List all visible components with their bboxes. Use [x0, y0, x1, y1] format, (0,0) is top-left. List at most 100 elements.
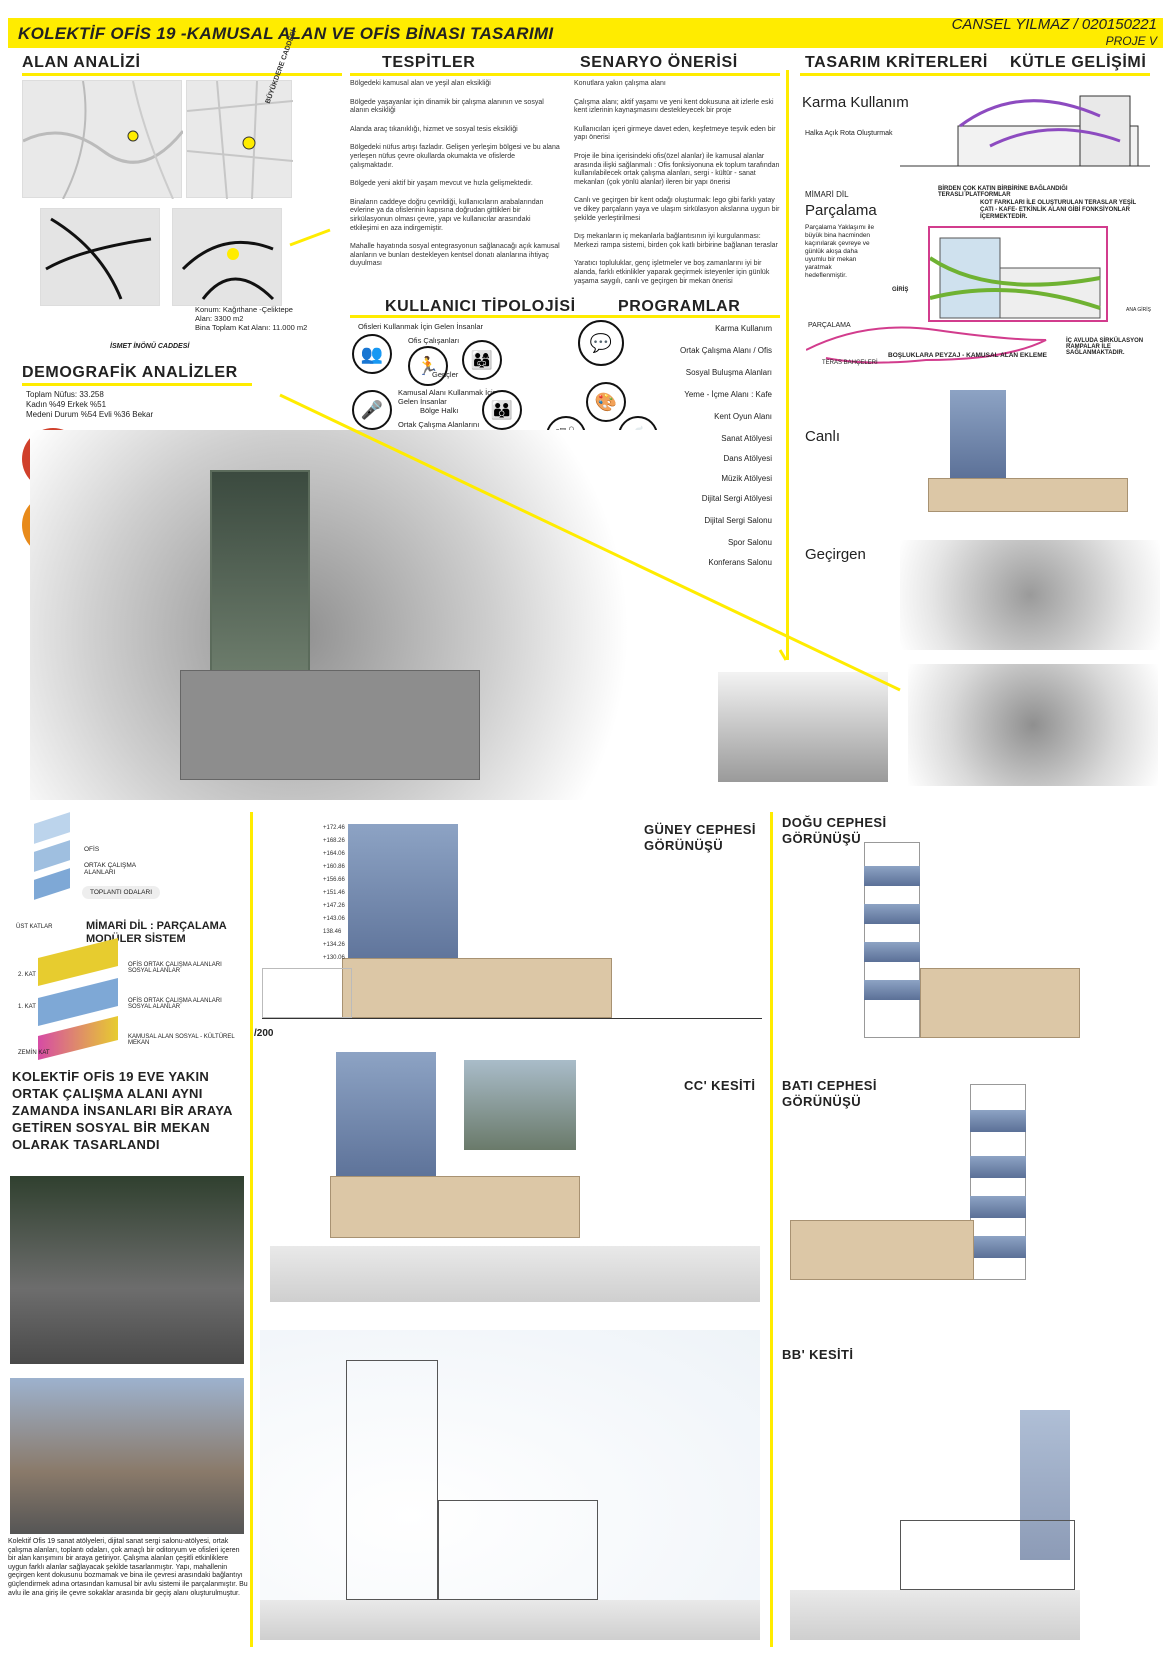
- program-item: Kent Oyun Alanı: [714, 412, 772, 421]
- street-render: [10, 1378, 244, 1534]
- program-item: Ortak Çalışma Alanı / Ofis: [679, 346, 772, 355]
- neighbour-building: [262, 968, 352, 1018]
- summary-statement: KOLEKTİF OFİS 19 EVE YAKIN ORTAK ÇALIŞMA…: [12, 1069, 233, 1152]
- module-label-ust: ÜST KATLAR: [16, 924, 53, 930]
- tespit-item: Alanda araç tıkanıklığı, hizmet ve sosya…: [350, 125, 518, 133]
- module-floor2: [38, 938, 118, 986]
- project-label: PROJE V: [1105, 34, 1157, 48]
- demo-cinsiyet: Kadın %49 Erkek %51: [26, 400, 107, 409]
- criteria-gecirgen: Geçirgen: [805, 546, 866, 563]
- user-type-label: Bölge Halkı: [420, 406, 459, 415]
- mass-diagram-1: [900, 86, 1150, 171]
- youth-icon: 👨‍👩‍👧: [462, 340, 502, 380]
- senaryo-item: Proje ile bina içerisindeki ofis(özel al…: [574, 152, 780, 186]
- note-teras: TERAS BAHÇELERİ: [822, 360, 878, 366]
- site-plan-2: [172, 208, 282, 306]
- glass-band: [970, 1156, 1026, 1178]
- floor2-text: OFİS ORTAK ÇALIŞMA ALANLARI SOSYAL ALANL…: [128, 962, 222, 974]
- ground-mass: [790, 1590, 1080, 1640]
- elev-mark: 138.46: [323, 929, 342, 935]
- divider-mid: [350, 315, 780, 318]
- module-label-toplanti: TOPLANTI ODALARI: [82, 886, 161, 899]
- tower-outline: [864, 842, 920, 1038]
- public-user-icon: 🎤: [352, 390, 392, 430]
- divider-vertical-top: [786, 70, 789, 660]
- note-giris: GİRİŞ: [892, 287, 909, 293]
- ground-label: ZEMİN KAT: [18, 1050, 50, 1056]
- divider-lower-1: [250, 812, 253, 1647]
- senaryo-item: Kullanıcıları içeri girmeye davet eden, …: [574, 125, 776, 142]
- note-ic-avlu: İÇ AVLUDA SİRKÜLASYON RAMPALAR İLE SAĞLA…: [1066, 338, 1144, 356]
- modular-diagram: OFİS ORTAK ÇALIŞMA ALANLARI TOPLANTI ODA…: [14, 812, 250, 1062]
- tespitler-list: Bölgedeki kamusal alan ve yeşil alan eks…: [350, 80, 560, 269]
- floor2-label: 2. KAT: [18, 972, 36, 978]
- site-map-city: [22, 80, 185, 200]
- senaryo-item: Çalışma alanı; aktif yaşamı ve yeni kent…: [574, 98, 774, 115]
- site-plan-1: [40, 208, 160, 306]
- art-palette-icon: 🎨: [586, 382, 626, 422]
- render-mass-2: [908, 664, 1158, 786]
- ground-mass: [270, 1246, 760, 1302]
- base-block: [928, 478, 1128, 512]
- heading-programlar: PROGRAMLAR: [618, 298, 741, 315]
- author-block: CANSEL YILMAZ / 020150221 PROJE V: [952, 16, 1157, 50]
- criteria-mimari: MİMARİ DİL: [805, 190, 849, 199]
- glass-band: [970, 1196, 1026, 1218]
- demo-stats: Toplam Nüfus: 33.258 Kadın %49 Erkek %51…: [26, 390, 153, 420]
- label-cc: CC' KESİTİ: [684, 1078, 756, 1093]
- meeting-icon: 💬: [578, 320, 624, 366]
- tower-glass: [348, 824, 458, 974]
- heading-senaryo: SENARYO ÖNERİSİ: [580, 54, 738, 71]
- module-common: [34, 840, 70, 872]
- user-typology: Ofisleri Kullanmak İçin Gelen İnsanlar 👥…: [352, 320, 552, 460]
- program-item: Müzik Atölyesi: [721, 474, 772, 483]
- heading-tespitler: TESPİTLER: [382, 54, 476, 71]
- elevation-marks-guney: +172.46 +168.26 +164.06 +160.86 +156.66 …: [323, 822, 345, 965]
- elev-mark: +130.06: [323, 955, 345, 961]
- program-item: Dans Atölyesi: [723, 454, 772, 463]
- program-item: Sosyal Buluşma Alanları: [685, 368, 772, 377]
- program-item: Dijital Sergi Atölyesi: [701, 494, 772, 503]
- locals-icon: 👪: [482, 390, 522, 430]
- elev-mark: +172.46: [323, 825, 345, 831]
- glass-band: [970, 1110, 1026, 1132]
- mass-section-diagram: [928, 226, 1108, 322]
- east-elevation: [804, 838, 1084, 1038]
- render-mass-1: [718, 672, 888, 782]
- criteria-parcalama-text: Parçalama Yaklaşımı ile büyük bina hacmi…: [805, 224, 875, 279]
- elev-mark: +156.66: [323, 877, 345, 883]
- divider-right: [800, 73, 1150, 76]
- demo-medeni: Medeni Durum %54 Evli %36 Bekar: [26, 410, 154, 419]
- section-bb: [790, 1350, 1080, 1640]
- night-render: [10, 1176, 244, 1364]
- scale-label: /200: [254, 1028, 274, 1039]
- title-banner: KOLEKTİF OFİS 19 -KAMUSAL ALAN VE OFİS B…: [8, 16, 1163, 50]
- tespit-item: Bölgedeki nüfus artışı fazladır. Gelişen…: [350, 144, 560, 169]
- note-kot: KOT FARKLARI İLE OLUŞTURULAN TERASLAR YE…: [980, 200, 1137, 220]
- module-office: [34, 812, 70, 844]
- aerial-render: [30, 430, 690, 800]
- heading-tasarim-kriterleri: TASARIM KRİTERLERİ: [805, 54, 988, 71]
- tower-outline: [970, 1084, 1026, 1280]
- glass-band: [864, 866, 920, 886]
- base-section: [438, 1500, 598, 1600]
- site-info: Konum: Kağıthane -Çeliktepe Alan: 3300 m…: [195, 305, 307, 332]
- site-konum: Konum: Kağıthane -Çeliktepe: [195, 305, 293, 314]
- tower-glass: [336, 1052, 436, 1184]
- west-elevation: [790, 1080, 1070, 1280]
- glass-band: [970, 1236, 1026, 1258]
- base-section: [900, 1520, 1075, 1590]
- base-block: [330, 1176, 580, 1238]
- glass-band: [864, 904, 920, 924]
- floor1-label: 1. KAT: [18, 1004, 36, 1010]
- author-name: CANSEL YILMAZ / 020150221: [951, 16, 1157, 33]
- site-map-local: [186, 80, 294, 200]
- ground-text: KAMUSAL ALAN SOSYAL - KÜLTÜREL MEKAN: [128, 1034, 235, 1046]
- tower-glass: [950, 390, 1006, 480]
- tespit-item: Binaların caddeye doğru çevrildiği, kull…: [350, 198, 544, 232]
- user-type-label: Ofis Çalışanları: [408, 336, 460, 345]
- criteria-halka: Halka Açık Rota Oluşturmak: [805, 130, 893, 137]
- project-description: Kolektif Ofis 19 sanat atölyeleri, dijit…: [8, 1538, 248, 1597]
- connector-lines: [279, 228, 901, 692]
- note-birden: BİRDEN ÇOK KATIN BİRBİRİNE BAĞLANDIĞI TE…: [938, 186, 1068, 198]
